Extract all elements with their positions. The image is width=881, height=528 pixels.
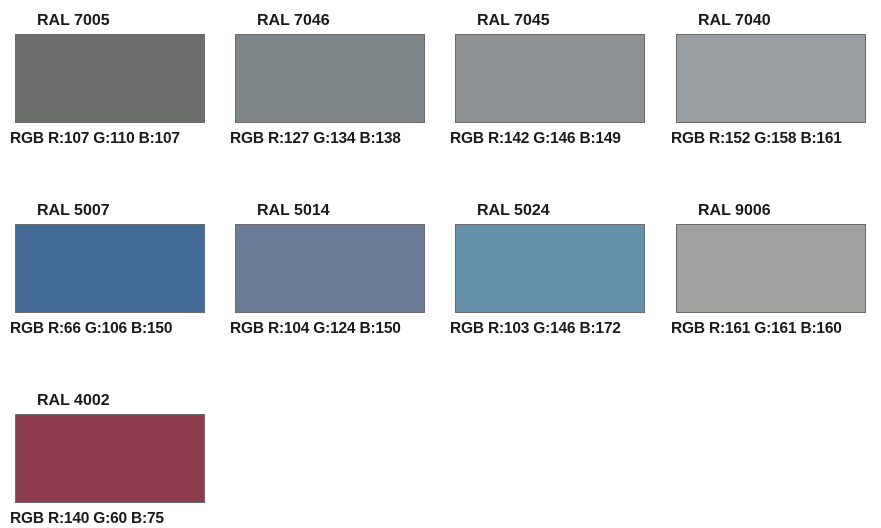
rgb-value-label: RGB R:142 G:146 B:149 xyxy=(450,130,621,147)
color-sample xyxy=(235,224,425,313)
rgb-value-label: RGB R:127 G:134 B:138 xyxy=(230,130,401,147)
color-sample xyxy=(15,34,205,123)
rgb-value-label: RGB R:104 G:124 B:150 xyxy=(230,320,401,337)
ral-code-label: RAL 7040 xyxy=(698,12,771,29)
color-sample xyxy=(455,34,645,123)
color-sample xyxy=(455,224,645,313)
ral-code-label: RAL 4002 xyxy=(37,392,110,409)
rgb-value-label: RGB R:103 G:146 B:172 xyxy=(450,320,621,337)
rgb-value-label: RGB R:140 G:60 B:75 xyxy=(10,510,164,527)
rgb-value-label: RGB R:152 G:158 B:161 xyxy=(671,130,842,147)
ral-code-label: RAL 9006 xyxy=(698,202,771,219)
color-sample xyxy=(676,34,866,123)
ral-code-label: RAL 7045 xyxy=(477,12,550,29)
rgb-value-label: RGB R:161 G:161 B:160 xyxy=(671,320,842,337)
ral-code-label: RAL 5007 xyxy=(37,202,110,219)
rgb-value-label: RGB R:66 G:106 B:150 xyxy=(10,320,173,337)
ral-code-label: RAL 7046 xyxy=(257,12,330,29)
ral-code-label: RAL 7005 xyxy=(37,12,110,29)
color-sample xyxy=(15,224,205,313)
color-sample xyxy=(15,414,205,503)
ral-code-label: RAL 5024 xyxy=(477,202,550,219)
color-sample xyxy=(235,34,425,123)
color-sample xyxy=(676,224,866,313)
rgb-value-label: RGB R:107 G:110 B:107 xyxy=(10,130,180,147)
ral-code-label: RAL 5014 xyxy=(257,202,330,219)
